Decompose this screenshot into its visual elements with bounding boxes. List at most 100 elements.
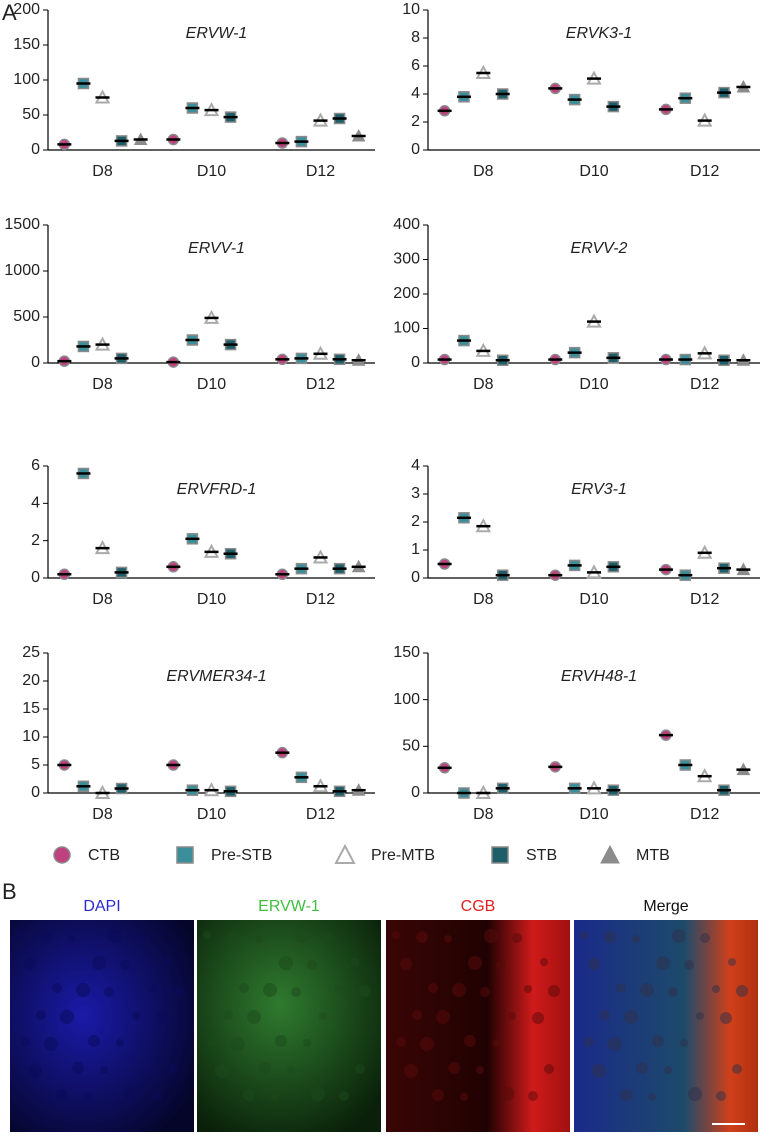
cell-texture	[604, 931, 616, 943]
cell-texture	[592, 1064, 606, 1078]
cell-texture	[680, 1039, 688, 1047]
y-tick-label: 0	[411, 354, 420, 371]
cell-texture	[207, 1037, 217, 1047]
cell-texture	[544, 1064, 554, 1074]
y-tick-label: 2	[31, 532, 40, 549]
cell-texture	[60, 1010, 74, 1024]
cell-texture	[307, 960, 317, 970]
legend-label: MTB	[636, 847, 670, 864]
cell-texture	[291, 987, 301, 997]
y-tick-label: 4	[411, 457, 420, 474]
cell-texture	[279, 956, 293, 970]
x-tick-label: D10	[197, 591, 226, 608]
cell-texture	[600, 1010, 610, 1020]
y-tick-label: 400	[393, 216, 420, 233]
y-tick-label: 20	[22, 672, 40, 689]
cell-texture	[287, 1066, 295, 1074]
y-tick-label: 4	[411, 85, 420, 102]
cell-texture	[355, 1064, 365, 1074]
image-label: Merge	[643, 898, 688, 915]
x-tick-label: D8	[473, 591, 494, 608]
cell-texture	[108, 929, 122, 943]
cell-texture	[255, 935, 263, 943]
y-tick-label: 1	[411, 541, 420, 558]
y-tick-label: 1500	[4, 216, 40, 233]
chart-title: ERV3-1	[571, 481, 627, 498]
cell-texture	[392, 931, 400, 939]
cell-texture	[624, 1010, 638, 1024]
cell-texture	[36, 1010, 46, 1020]
cell-texture	[164, 958, 172, 966]
cell-texture	[100, 1066, 108, 1074]
chart-title: ERVH48-1	[561, 668, 637, 685]
chart-title: ERVFRD-1	[177, 481, 257, 498]
cell-texture	[203, 931, 211, 939]
panel-label: A	[2, 0, 17, 25]
cell-texture	[512, 933, 522, 943]
legend-label: CTB	[88, 847, 120, 864]
x-tick-label: D12	[690, 591, 719, 608]
cell-texture	[500, 1087, 514, 1101]
x-tick-label: D8	[92, 806, 113, 823]
cell-texture	[68, 935, 76, 943]
cell-texture	[444, 935, 452, 943]
cell-texture	[396, 1037, 406, 1047]
y-tick-label: 0	[411, 784, 420, 801]
cell-texture	[668, 987, 678, 997]
cell-texture	[263, 983, 277, 997]
cell-texture	[351, 958, 359, 966]
cell-texture	[28, 1064, 42, 1078]
y-tick-label: 4	[31, 495, 40, 512]
cell-texture	[339, 1091, 349, 1101]
legend-marker	[176, 846, 194, 864]
cell-texture	[20, 1037, 30, 1047]
cell-texture	[275, 1035, 287, 1047]
cell-texture	[732, 1064, 742, 1074]
x-tick-label: D12	[306, 376, 335, 393]
x-tick-label: D12	[690, 163, 719, 180]
cell-texture	[684, 960, 694, 970]
cell-texture	[404, 1064, 418, 1078]
cell-texture	[508, 1012, 516, 1020]
y-tick-label: 5	[31, 756, 40, 773]
cell-texture	[76, 983, 90, 997]
y-tick-label: 0	[411, 569, 420, 586]
cell-texture	[319, 1012, 327, 1020]
x-tick-label: D10	[197, 163, 226, 180]
cell-texture	[84, 1093, 92, 1101]
cell-texture	[736, 985, 748, 997]
x-tick-label: D12	[690, 806, 719, 823]
cell-texture	[432, 1089, 444, 1101]
cell-texture	[436, 1010, 450, 1024]
y-tick-label: 2	[411, 113, 420, 130]
cell-texture	[40, 931, 52, 943]
micrograph	[386, 920, 570, 1132]
y-tick-label: 0	[31, 141, 40, 158]
cell-texture	[223, 1010, 233, 1020]
cell-texture	[448, 1062, 460, 1074]
cell-texture	[460, 1093, 468, 1101]
cell-texture	[720, 1012, 732, 1024]
cell-texture	[172, 985, 184, 997]
micrograph	[10, 920, 194, 1132]
y-tick-label: 150	[13, 36, 40, 53]
chart-title: ERVV-1	[188, 240, 245, 257]
x-tick-label: D10	[579, 591, 608, 608]
legend-label: Pre-STB	[211, 847, 272, 864]
y-tick-label: 10	[402, 1, 420, 18]
cell-texture	[211, 958, 223, 970]
cell-texture	[688, 1087, 702, 1101]
cell-texture	[271, 1093, 279, 1101]
legend-label: Pre-MTB	[371, 847, 435, 864]
cell-texture	[88, 1035, 100, 1047]
cell-texture	[120, 960, 130, 970]
cell-texture	[524, 985, 532, 993]
image-label: CGB	[461, 898, 496, 915]
cell-texture	[492, 1039, 500, 1047]
cell-texture	[580, 931, 588, 939]
cell-texture	[359, 985, 371, 997]
chart-title: ERVV-2	[571, 240, 628, 257]
cell-texture	[56, 1089, 68, 1101]
image-label: DAPI	[83, 898, 120, 915]
